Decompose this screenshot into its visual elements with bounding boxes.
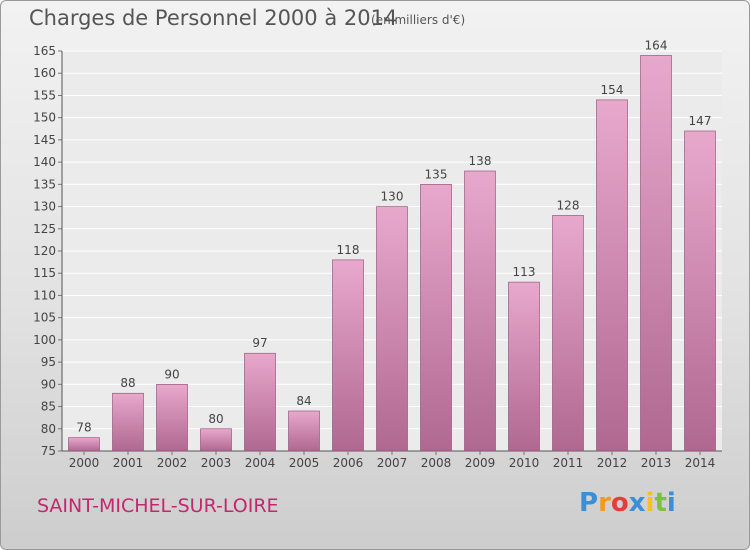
x-tick-label: 2014 (685, 456, 716, 470)
data-label: 97 (252, 336, 267, 350)
bar (508, 281, 540, 452)
bar (420, 184, 452, 452)
x-tick-label: 2006 (333, 456, 364, 470)
x-tick-label: 2007 (377, 456, 408, 470)
logo-letter: t (654, 488, 667, 518)
x-tick-label: 2013 (641, 456, 672, 470)
data-label: 80 (208, 412, 223, 426)
y-tick-label: 75 (41, 444, 56, 458)
data-label: 147 (689, 114, 712, 128)
commune-name: SAINT-MICHEL-SUR-LOIRE (37, 495, 279, 517)
x-tick-label: 2010 (509, 456, 540, 470)
logo-letter: r (598, 488, 611, 518)
data-label: 90 (164, 367, 179, 381)
y-tick-label: 80 (41, 422, 56, 436)
proxiti-logo: Proxiti (579, 488, 676, 518)
data-label: 164 (645, 38, 668, 52)
data-label: 130 (381, 190, 404, 204)
y-tick-label: 105 (33, 311, 56, 325)
x-tick-label: 2001 (113, 456, 144, 470)
chart-title: Charges de Personnel 2000 à 2014 (29, 6, 398, 30)
y-tick-label: 145 (33, 133, 56, 147)
bar (200, 428, 232, 452)
y-tick-label: 115 (33, 266, 56, 280)
bar (288, 410, 320, 452)
x-tick-label: 2011 (553, 456, 584, 470)
x-tick-label: 2009 (465, 456, 496, 470)
logo-letter: x (628, 488, 646, 518)
y-tick-label: 95 (41, 355, 56, 369)
chart-unit: (en milliers d'€) (371, 13, 466, 27)
bar (552, 215, 584, 452)
data-label: 84 (296, 394, 311, 408)
bar (376, 206, 408, 452)
logo-letter: P (579, 488, 599, 518)
bar (464, 170, 496, 452)
bar (640, 55, 672, 452)
y-tick-label: 140 (33, 155, 56, 169)
logo-letter: o (610, 488, 629, 518)
data-label: 78 (76, 421, 91, 435)
logo-letter: i (666, 488, 676, 518)
data-label: 113 (513, 265, 536, 279)
y-tick-label: 120 (33, 244, 56, 258)
y-tick-label: 135 (33, 177, 56, 191)
data-label: 128 (557, 198, 580, 212)
y-tick-label: 125 (33, 222, 56, 236)
y-tick-label: 130 (33, 200, 56, 214)
x-tick-label: 2000 (69, 456, 100, 470)
y-tick-label: 90 (41, 377, 56, 391)
data-label: 135 (425, 167, 448, 181)
bar (244, 352, 276, 452)
bar (68, 437, 100, 452)
x-tick-label: 2005 (289, 456, 320, 470)
y-tick-label: 85 (41, 400, 56, 414)
y-tick-label: 150 (33, 111, 56, 125)
y-tick-label: 110 (33, 288, 56, 302)
data-label: 138 (469, 154, 492, 168)
data-label: 118 (337, 243, 360, 257)
y-tick-label: 165 (33, 44, 56, 58)
x-tick-label: 2003 (201, 456, 232, 470)
x-tick-label: 2012 (597, 456, 628, 470)
y-tick-label: 160 (33, 66, 56, 80)
bar (156, 384, 188, 452)
bar (332, 259, 364, 452)
data-label: 154 (601, 83, 624, 97)
x-tick-label: 2002 (157, 456, 188, 470)
logo-letter: i (645, 488, 655, 518)
bar (112, 392, 144, 452)
y-tick-label: 100 (33, 333, 56, 347)
bar (684, 130, 716, 452)
data-label: 88 (120, 376, 135, 390)
x-tick-label: 2004 (245, 456, 276, 470)
bar (596, 99, 628, 452)
x-tick-label: 2008 (421, 456, 452, 470)
y-tick-label: 155 (33, 88, 56, 102)
